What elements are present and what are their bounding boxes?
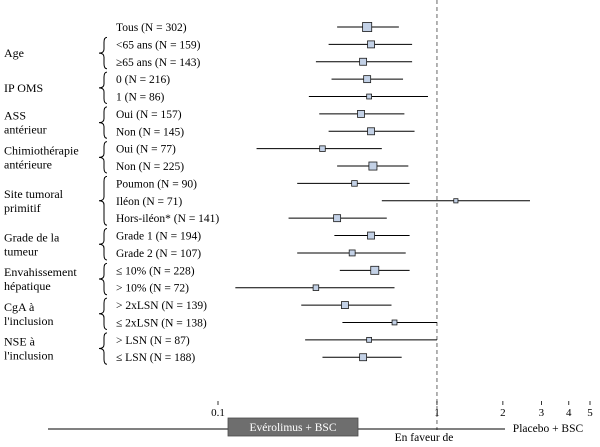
subgroup-label: ≥65 ans (N = 143) — [116, 57, 201, 69]
subgroup-label: ≤ 2xLSN (N = 138) — [116, 317, 207, 329]
x-tick-label: 4 — [566, 407, 572, 419]
group-label: l'inclusion — [4, 349, 54, 363]
favours-left-banner — [227, 417, 359, 437]
subgroup-label: Iléon (N = 71) — [116, 196, 182, 208]
hazard-ratio-box — [366, 336, 372, 343]
hazard-ratio-box — [319, 145, 326, 152]
group-label: l'inclusion — [4, 314, 54, 328]
group-brace — [98, 297, 108, 330]
group-label: ASS — [4, 109, 26, 123]
hazard-ratio-box — [367, 127, 375, 136]
group-label: antérieur — [4, 123, 47, 137]
subgroup-label: Oui (N = 157) — [116, 109, 182, 121]
favours-center-label: En faveur de — [395, 432, 454, 444]
group-label: hépatique — [4, 279, 51, 293]
hazard-ratio-box — [367, 231, 375, 240]
subgroup-label: <65 ans (N = 159) — [116, 39, 201, 51]
group-label: CgA à — [4, 300, 35, 314]
group-label: Site tumoral — [4, 187, 64, 201]
group-brace — [98, 71, 108, 105]
subgroup-label: Grade 1 (N = 194) — [116, 231, 201, 243]
group-label: IP OMS — [4, 81, 43, 95]
x-tick-label: 5 — [587, 407, 593, 419]
hazard-ratio-box — [357, 110, 365, 118]
group-label: Age — [4, 46, 24, 60]
subgroup-label: Tous (N = 302) — [116, 22, 187, 34]
group-label: NSE à — [4, 335, 36, 349]
hazard-ratio-box — [453, 198, 459, 204]
subgroup-label: Poumon (N = 90) — [116, 178, 197, 190]
hazard-ratio-box — [368, 161, 378, 171]
group-brace — [98, 228, 108, 261]
group-brace — [98, 141, 108, 174]
hazard-ratio-box — [363, 75, 372, 84]
hazard-ratio-box — [367, 40, 375, 49]
x-tick-label: 0.1 — [211, 407, 225, 419]
subgroup-label: 0 (N = 216) — [116, 74, 170, 86]
hazard-ratio-box — [312, 284, 320, 291]
x-axis: 0.1 1 2 3 4 5 Evérolimus + BSC Placebo + BSC En … — [48, 401, 593, 444]
group-brace — [98, 36, 108, 70]
hazard-ratio-box — [391, 319, 398, 326]
x-tick-label: 3 — [539, 407, 545, 419]
subgroup-label: Non (N = 225) — [116, 161, 184, 173]
group-label: tumeur — [4, 244, 38, 258]
subgroup-label: > 10% (N = 72) — [116, 283, 189, 295]
subgroup-label: 1 (N = 86) — [116, 92, 164, 104]
group-label: antérieure — [4, 157, 52, 171]
hazard-ratio-box — [348, 249, 356, 257]
subgroup-label: > LSN (N = 87) — [116, 335, 190, 347]
subgroup-label: > 2xLSN (N = 139) — [116, 300, 207, 312]
group-brace — [98, 175, 108, 226]
hazard-ratio-box — [333, 214, 342, 223]
favours-left-label: Evérolimus + BSC — [250, 422, 337, 434]
hazard-ratio-box — [341, 301, 349, 309]
estimate-marks — [235, 22, 530, 362]
subgroup-label: ≤ 10% (N = 228) — [116, 265, 195, 277]
subgroup-label: Hors-iléon* (N = 141) — [116, 213, 219, 225]
hazard-ratio-box — [351, 180, 358, 187]
hazard-ratio-box — [359, 353, 368, 362]
group-brace — [98, 332, 108, 365]
x-tick-label: 1 — [434, 407, 440, 419]
hazard-ratio-box — [362, 22, 373, 32]
group-brace — [98, 106, 108, 139]
x-tick-label: 2 — [500, 407, 506, 419]
group-label: Chimiothérapie — [4, 143, 79, 157]
group-label: primitif — [4, 201, 41, 215]
hazard-ratio-box — [366, 93, 372, 100]
favours-right-label: Placebo + BSC — [513, 423, 584, 435]
hazard-ratio-box — [370, 265, 380, 275]
group-label: Envahissement — [4, 265, 77, 279]
subgroup-label: Non (N = 145) — [116, 126, 184, 138]
hazard-ratio-box — [359, 57, 368, 66]
subgroup-labels: Tous (N = 302) <65 ans (N = 159) ≥65 ans (… — [116, 22, 219, 364]
subgroup-label: ≤ LSN (N = 188) — [116, 352, 195, 364]
subgroup-label: Oui (N = 77) — [116, 144, 176, 156]
group-label: Grade de la — [4, 230, 60, 244]
group-brace — [98, 262, 108, 296]
subgroup-label: Grade 2 (N = 107) — [116, 248, 201, 260]
